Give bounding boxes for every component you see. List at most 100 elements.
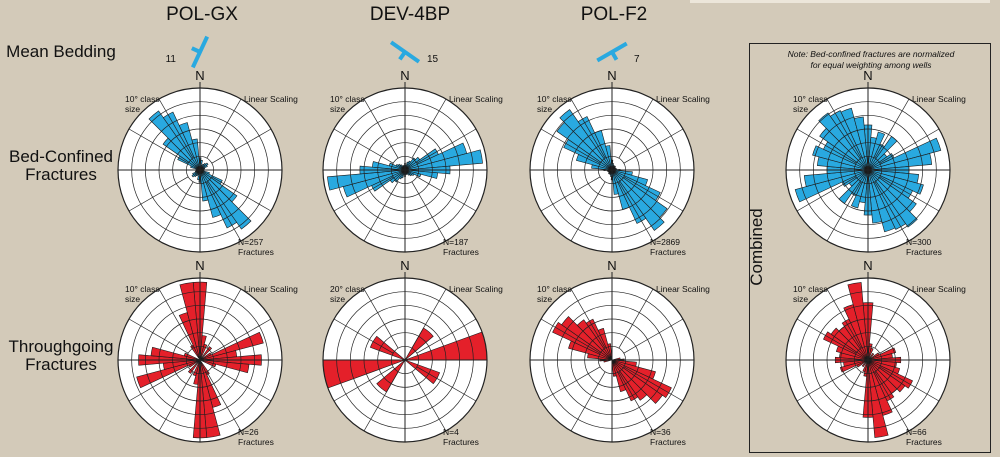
row-label-bed-confined: Bed-Confined Fractures xyxy=(0,148,122,184)
fractures-label: Fractures xyxy=(906,247,942,257)
rose-petal xyxy=(861,359,869,368)
rose-petal xyxy=(867,169,896,233)
north-label: N xyxy=(400,258,409,273)
rose-spoke xyxy=(570,181,606,242)
rose-petal xyxy=(794,169,869,203)
scaling-label: Linear Scaling xyxy=(244,284,298,294)
class-size-label: 10° class xyxy=(537,284,572,294)
rose-petal xyxy=(136,359,201,389)
rose-spoke xyxy=(826,371,862,432)
rose-petal xyxy=(611,359,627,393)
row-label-throughgoing: Throughgoing Fractures xyxy=(0,338,122,374)
rose-spoke xyxy=(879,366,940,402)
rose-spoke xyxy=(206,288,242,349)
rose-spoke xyxy=(211,176,272,212)
sample-count-label: N=187 xyxy=(443,237,469,247)
rose-spoke xyxy=(879,176,940,212)
rose-spoke xyxy=(158,98,194,159)
rose-petal xyxy=(327,169,406,191)
bedding-symbol: 7 xyxy=(596,41,640,65)
north-label: N xyxy=(195,68,204,83)
rose-petal xyxy=(867,359,889,438)
dip-value: 15 xyxy=(427,54,439,65)
fractures-label: Fractures xyxy=(650,437,686,447)
rose-petal xyxy=(191,138,201,171)
rose-petal xyxy=(576,319,613,361)
rose-petal xyxy=(611,359,648,401)
bedding-symbol: 15 xyxy=(389,40,439,65)
class-size-label: 10° class xyxy=(537,94,572,104)
class-size-label: 10° class xyxy=(330,94,365,104)
rose-petal xyxy=(812,145,869,171)
dip-tick xyxy=(190,46,201,54)
fractures-label: Fractures xyxy=(238,247,274,257)
rose-petal xyxy=(611,359,617,377)
rose-petal xyxy=(199,331,264,361)
class-size-label-line2: size xyxy=(125,104,140,114)
scaling-label: Linear Scaling xyxy=(656,284,710,294)
rose-spoke xyxy=(874,181,910,242)
rose-spoke xyxy=(540,366,601,402)
rose-petal xyxy=(867,137,942,171)
column-title-dev-4bp: DEV-4BP xyxy=(369,4,451,25)
rose-petal xyxy=(561,316,613,361)
rose-petal xyxy=(867,352,875,361)
class-size-label-line2: size xyxy=(125,294,140,304)
normalization-note: Note: Bed-confined fractures are normali… xyxy=(757,49,985,71)
sample-count-label: N=26 xyxy=(238,427,259,437)
rose-petal xyxy=(199,169,222,218)
rose-spoke xyxy=(874,288,910,349)
rose-spoke xyxy=(158,371,194,432)
rose-spoke xyxy=(416,318,477,354)
sample-count-label: N=300 xyxy=(906,237,932,247)
fractures-label: Fractures xyxy=(443,437,479,447)
rose-spoke xyxy=(411,98,447,159)
rose-spoke xyxy=(618,371,654,432)
rose-spoke xyxy=(416,176,477,212)
rose-spoke xyxy=(879,318,940,354)
rose-spoke xyxy=(874,371,910,432)
rose-spoke xyxy=(796,128,857,164)
rose-spoke xyxy=(128,128,189,164)
rose-petal xyxy=(183,352,201,361)
rose-petal xyxy=(847,282,869,361)
rose-spoke xyxy=(206,181,242,242)
row-label-throughgoing-line1: Throughgoing xyxy=(8,337,114,356)
rose-petal xyxy=(611,169,619,195)
rose-petal xyxy=(839,359,869,373)
rose-petal xyxy=(178,122,201,171)
rose-spoke xyxy=(363,181,399,242)
dip-value: 11 xyxy=(166,54,177,65)
rose-petal xyxy=(867,347,897,361)
rose-spoke xyxy=(411,181,447,242)
rose-spoke xyxy=(333,128,394,164)
rose-petal xyxy=(611,359,663,404)
rose-petal xyxy=(867,347,874,361)
rose-petal xyxy=(803,169,869,187)
class-size-label-line2: size xyxy=(330,294,345,304)
bedding-symbol: 11 xyxy=(166,35,209,69)
rose-spoke xyxy=(158,181,194,242)
class-size-label: 10° class xyxy=(125,94,160,104)
rose-petal xyxy=(840,107,869,171)
rose-spoke xyxy=(623,176,684,212)
rose-petal xyxy=(148,110,201,171)
rose-petal xyxy=(818,112,869,171)
north-label: N xyxy=(863,258,872,273)
rose-spoke xyxy=(570,288,606,349)
rose-spoke xyxy=(206,371,242,432)
rose-petal xyxy=(867,169,918,228)
rose-spoke xyxy=(879,128,940,164)
dip-tick xyxy=(398,50,407,61)
rose-petal xyxy=(597,327,613,361)
rose-spoke xyxy=(796,366,857,402)
sample-count-label: N=36 xyxy=(650,427,671,437)
scaling-label: Linear Scaling xyxy=(449,284,503,294)
column-title-pol-gx: POL-GX xyxy=(166,4,238,25)
class-size-label: 10° class xyxy=(793,284,828,294)
fractures-label: Fractures xyxy=(443,247,479,257)
